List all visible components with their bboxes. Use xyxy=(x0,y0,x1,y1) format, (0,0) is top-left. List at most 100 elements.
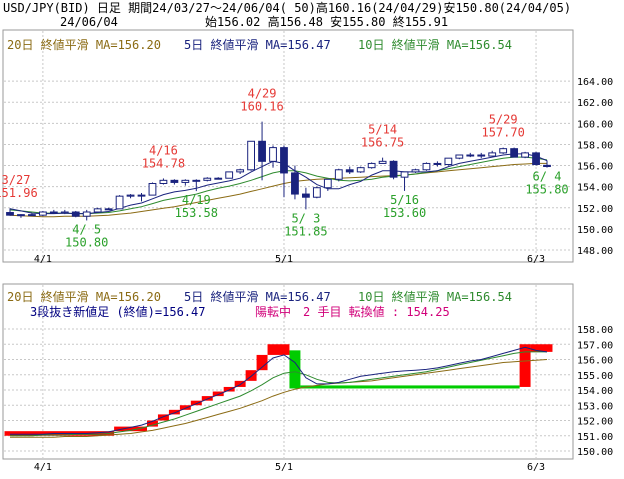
candle-body-up xyxy=(60,211,69,214)
renko-block-up xyxy=(245,370,257,381)
top-legend-ma20: 20日 終値平滑 MA=156.20 xyxy=(7,37,161,52)
high-annotation-value: 154.78 xyxy=(142,156,185,170)
top-ma20-line xyxy=(9,162,547,218)
high-annotation-value: 156.75 xyxy=(361,136,404,150)
top-y-tick-label: 152.00 xyxy=(577,204,613,215)
renko-block-up xyxy=(267,344,290,355)
renko-block-up xyxy=(223,386,235,392)
top-y-tick-label: 164.00 xyxy=(577,77,613,88)
candle-body-up xyxy=(17,214,25,217)
bottom-legend-ma10: 10日 終値平滑 MA=156.54 xyxy=(358,289,512,304)
bottom-info-status: 陽転中 2 手目 転換値 : 154.25 xyxy=(255,304,450,319)
candle-body-up xyxy=(203,177,212,181)
header-date: 24/06/04 xyxy=(60,15,118,29)
candle-body-down xyxy=(28,214,36,217)
top-y-tick-label: 154.00 xyxy=(577,183,613,194)
low-annotation-value: 150.80 xyxy=(65,235,108,249)
candle-body-down xyxy=(345,169,354,173)
bottom-legend-ma5: 5日 終値平滑 MA=156.47 xyxy=(184,289,331,304)
candle-body-up xyxy=(411,169,420,173)
low-annotation-date: 4/19 xyxy=(182,193,211,207)
renko-block-up xyxy=(201,396,213,401)
bottom-ma10-line xyxy=(10,351,547,437)
bottom-x-tick-label: 4/1 xyxy=(34,462,52,473)
renko-block-up xyxy=(256,354,268,371)
candle-body-up xyxy=(466,154,475,157)
candle-body-down xyxy=(389,160,398,178)
high-annotation-value: 160.16 xyxy=(240,100,283,114)
header-title: USD/JPY(BID) 日足 期間24/03/27～24/06/04( 50)… xyxy=(3,0,571,15)
candle-body-up xyxy=(367,162,376,169)
top-panel-candles xyxy=(6,121,551,221)
candle-body-down xyxy=(280,147,288,174)
candle-body-up xyxy=(181,179,190,183)
candle-body-down xyxy=(532,152,540,165)
bottom-panel-x-axis: 4/1 5/1 6/3 xyxy=(34,462,545,473)
candle-body-up xyxy=(378,160,387,164)
candle-body-up xyxy=(148,183,157,196)
renko-block-up xyxy=(519,344,531,387)
bottom-y-tick-label: 156.00 xyxy=(577,356,613,367)
bottom-info-value: 3段抜き新値足 (終値)=156.47 xyxy=(30,304,205,319)
candle-body-up xyxy=(82,211,91,217)
renko-block-up xyxy=(530,344,553,352)
top-x-tick-label: 6/3 xyxy=(527,254,545,265)
candle-body-up xyxy=(126,194,135,197)
low-annotation-date: 6/ 4 xyxy=(533,170,562,184)
top-y-tick-label: 160.00 xyxy=(577,119,613,130)
candle-body-up xyxy=(214,177,223,180)
top-legend-ma10: 10日 終値平滑 MA=156.54 xyxy=(358,37,512,52)
bottom-y-tick-label: 154.00 xyxy=(577,386,613,397)
top-y-tick-label: 150.00 xyxy=(577,225,613,236)
top-ma10-line xyxy=(9,156,548,215)
high-annotation-date: 3/27 xyxy=(2,173,31,187)
bottom-panel-y-axis: 158.00 157.00 156.00 155.00 154.00 153.00 152.… xyxy=(577,325,613,458)
top-x-tick-label: 4/1 xyxy=(34,254,52,265)
renko-block-up xyxy=(168,409,180,415)
renko-block-up xyxy=(179,405,191,410)
candle-body-up xyxy=(159,179,168,184)
bottom-panel-frame xyxy=(2,283,574,460)
renko-block-up xyxy=(157,414,169,421)
high-annotation-date: 5/14 xyxy=(368,123,397,137)
top-legend-ma5: 5日 終値平滑 MA=156.47 xyxy=(184,37,331,52)
candle-body-up xyxy=(137,194,146,197)
top-y-tick-label: 158.00 xyxy=(577,140,613,151)
bottom-y-tick-label: 157.00 xyxy=(577,340,613,351)
low-annotation-date: 5/ 3 xyxy=(291,211,320,225)
candle-body-up xyxy=(422,162,431,171)
candle-body-down xyxy=(49,211,58,214)
renko-block-up xyxy=(234,380,246,387)
candle-body-up xyxy=(499,148,508,154)
renko-block-up xyxy=(146,420,158,427)
candle-body-down xyxy=(477,154,486,157)
low-annotation-value: 153.60 xyxy=(383,206,426,220)
renko-block-up xyxy=(114,426,147,432)
candle-body-up xyxy=(247,140,255,171)
bottom-y-tick-label: 150.00 xyxy=(577,447,613,458)
candle-body-up xyxy=(323,178,332,189)
top-panel-y-axis: 164.00 162.00 160.00 158.00 156.00 154.00 152.… xyxy=(577,77,613,257)
renko-block-down xyxy=(300,385,520,389)
candle-body-up xyxy=(334,169,343,180)
high-annotation-date: 4/29 xyxy=(248,87,277,101)
bottom-x-tick-label: 5/1 xyxy=(275,462,293,473)
bottom-x-tick-label: 6/3 xyxy=(527,462,545,473)
candle-body-down xyxy=(6,212,14,216)
bottom-y-tick-label: 151.00 xyxy=(577,432,613,443)
top-y-tick-label: 156.00 xyxy=(577,162,613,173)
candle-body-up xyxy=(269,147,277,162)
top-y-tick-label: 162.00 xyxy=(577,98,613,109)
bottom-ma20-line xyxy=(10,359,548,438)
candle-body-up xyxy=(521,152,529,158)
high-annotation-date: 5/29 xyxy=(489,113,518,127)
candle-body-down xyxy=(291,172,299,195)
candle-body-down xyxy=(170,179,179,183)
candle-body-down xyxy=(433,162,442,165)
bottom-legend-ma20: 20日 終値平滑 MA=156.20 xyxy=(7,289,161,304)
candle-body-up xyxy=(225,171,234,179)
low-annotation-date: 5/16 xyxy=(390,193,419,207)
bottom-y-tick-label: 158.00 xyxy=(577,325,613,336)
bottom-y-tick-label: 153.00 xyxy=(577,401,613,412)
